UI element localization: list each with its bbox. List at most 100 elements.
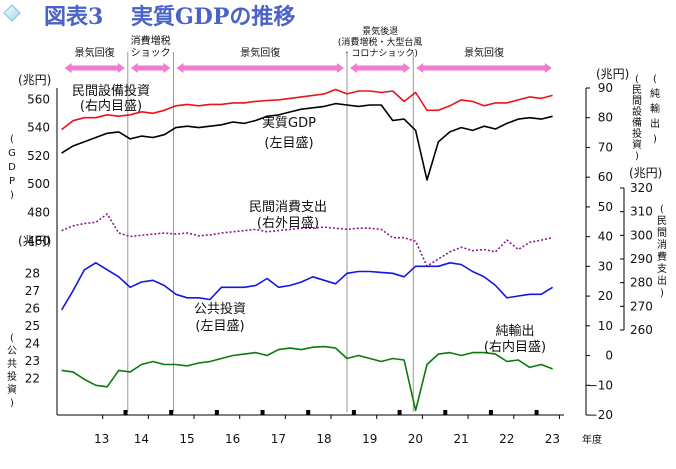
right-inner-label-char: 設 [632,105,642,118]
phase-arrow [176,63,345,73]
phase-arrow [130,63,171,73]
right-inner-axis-unit: (兆円) [596,67,629,81]
gdp-axis-unit: (兆円) [18,73,51,87]
series-line-3 [60,261,554,311]
phase-label: 景気回復 [75,46,115,59]
annotation-public-investment-axis: (左目盛) [195,319,244,334]
gdp-axis-label-char: P [9,176,15,187]
x-tick-label: 17 [271,432,286,446]
title-diamond-icon [3,4,21,22]
public-investment-tick-label: 27 [25,284,40,298]
phase-arrow [416,63,552,73]
right-inner-tick-label: 50 [598,200,613,214]
right-inner-tick-label: 30 [598,259,613,273]
x-tick-label: 16 [225,432,240,446]
right-outer-label-char: 民 [657,215,667,227]
right-inner-label-char: 出 [650,117,660,130]
gdp-axis-label-char: G [8,148,16,159]
chart-title: 実質GDPの推移 [131,4,295,30]
series-line-0 [61,88,553,131]
public-investment-axis-label-char: 公 [7,346,17,357]
right-inner-axis: (兆円)9080706050403020100−10−20(純輸出)(民間設備投… [585,67,660,422]
right-outer-label-char: 支 [657,263,667,275]
x-quarter-marker [123,410,128,415]
x-tick-label: 18 [316,432,331,446]
phase-label: 消費増税 [131,34,171,47]
x-tick-label: 14 [134,432,149,446]
public-investment-tick-label: 22 [25,371,40,385]
public-investment-axis-label-char: ) [10,398,14,409]
phase-3: 景気後退(消費増税・大型台風・コロナショック) [338,25,422,73]
phase-label: ・コロナショック) [342,48,418,59]
gdp-tick-label: 560 [27,92,50,106]
public-investment-tick-label: 23 [25,354,40,368]
x-tick-label: 13 [94,432,109,446]
gdp-axis-label-char: D [8,162,16,173]
right-outer-tick-label: 300 [630,228,653,242]
right-inner-tick-label: 20 [598,289,613,303]
x-quarter-marker [351,410,356,415]
phase-arrow [350,63,411,73]
public-investment-tick-label: 28 [25,266,40,280]
x-quarter-marker [260,410,265,415]
x-tick-label: 19 [362,432,377,446]
annotation-consumption: 民間消費支出 (右外目盛) [249,200,327,231]
x-quarter-marker [443,410,448,415]
annotation-net-exports: 純輸出 (右内目盛) [484,324,546,355]
phase-2: 景気回復 [176,46,345,73]
right-inner-label-char: 備 [632,116,642,129]
gdp-tick-label: 520 [27,149,50,163]
annotation-capex-axis: (右内目盛) [80,98,142,114]
right-outer-tick-label: 310 [630,205,653,219]
phase-4: 景気回復 [416,46,552,73]
right-outer-label-char: 費 [657,250,667,263]
x-quarter-marker [306,410,311,415]
right-outer-tick-label: 260 [630,323,653,337]
gdp-tick-label: 540 [27,121,50,135]
right-inner-tick-label: 0 [605,349,613,363]
x-quarter-marker [397,410,402,415]
right-inner-tick-label: 90 [598,81,613,95]
annotation-capex: 民間設備投資 (右内目盛) [72,83,150,114]
public-investment-axis-label-char: 投 [7,370,17,383]
gdp-axis-label-char: ) [10,190,14,201]
annotation-capex-name: 民間設備投資 [72,83,150,99]
right-outer-tick-label: 290 [630,252,653,266]
right-inner-label-char: 資 [632,139,642,151]
x-tick-label: 23 [545,432,560,446]
x-tick-label: 22 [499,432,514,446]
gdp-axis: (兆円) 560 540 520 500 480 460 (GDP) [8,73,51,248]
x-quarter-marker [488,410,493,415]
series-line-2 [61,213,553,267]
annotation-consumption-name: 民間消費支出 [249,200,327,215]
phase-label: 景気回復 [240,46,280,59]
right-inner-label-char: ( [635,74,639,85]
phase-label: 景気後退 [362,25,398,37]
annotation-net-exports-name: 純輸出 [495,324,534,339]
gdp-tick-label: 460 [27,234,50,248]
right-inner-tick-label: 70 [598,140,613,154]
right-outer-axis: (兆円)320 310 300 290 280 270 260 (民間消費支出) [620,166,667,337]
right-inner-label-char: 輸 [650,102,660,115]
phase-label: 景気回復 [464,46,504,59]
public-investment-axis-unit: (兆円) [18,234,51,248]
right-inner-tick-label: 40 [598,230,613,244]
right-inner-tick-label: −10 [588,378,613,392]
annotation-public-investment-name: 公共投資 [194,301,246,317]
annotation-consumption-axis: (右外目盛) [257,216,319,231]
annotation-net-exports-axis: (右内目盛) [484,339,546,355]
series-line-4 [61,345,553,412]
right-inner-tick-label: 10 [598,319,613,333]
right-inner-label-char: 投 [632,127,642,140]
public-investment-axis: (兆円) 28 27 26 25 24 23 22 (公共投資) [7,234,51,409]
annotation-gdp-name: 実質GDP [262,115,316,131]
right-inner-tick-label: 80 [598,111,613,125]
right-outer-tick-label: 320 [630,181,653,195]
x-quarter-marker [214,410,219,415]
right-inner-label-char: 純 [650,87,660,100]
x-tick-label: 15 [179,432,194,446]
annotation-gdp: 実質GDP (左目盛) [262,115,316,151]
